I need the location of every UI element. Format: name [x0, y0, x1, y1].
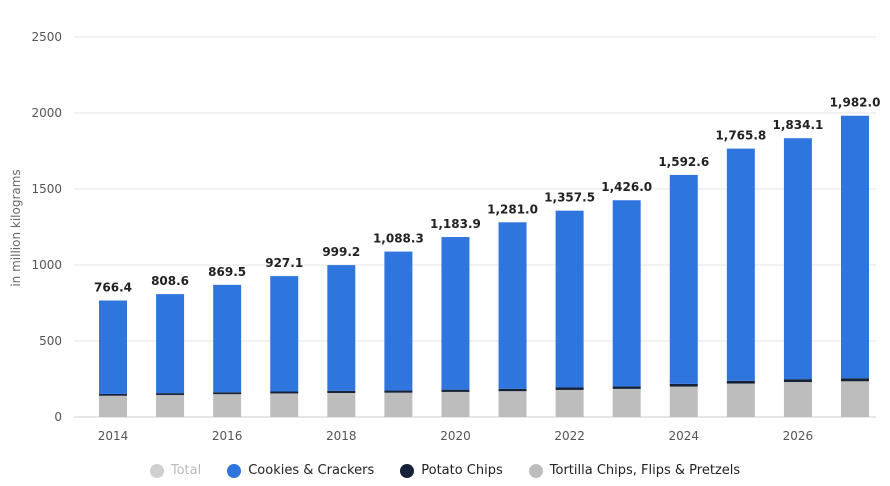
legend-item[interactable]: Cookies & Crackers: [227, 463, 374, 478]
y-axis-label: in million kilograms: [9, 169, 23, 286]
legend-item[interactable]: Total: [149, 463, 202, 478]
y-tick-label: 2500: [31, 30, 62, 44]
legend-item[interactable]: Potato Chips: [400, 463, 503, 478]
bar-segment[interactable]: [669, 386, 698, 417]
legend-dot-icon: [528, 463, 543, 478]
bar-segment[interactable]: [327, 265, 356, 391]
bar-segment[interactable]: [156, 394, 185, 417]
bar-segment[interactable]: [270, 391, 299, 394]
x-tick-label: 2024: [668, 429, 699, 443]
bar-segment[interactable]: [841, 381, 869, 417]
bar-segment[interactable]: [441, 237, 470, 390]
bar-segment[interactable]: [156, 294, 185, 394]
data-label: 999.2: [322, 245, 360, 259]
bar-segment[interactable]: [612, 200, 641, 387]
data-label: 1,834.1: [772, 118, 823, 132]
bar-segment[interactable]: [841, 378, 869, 382]
data-label: 1,088.3: [373, 232, 424, 246]
legend-dot-icon: [400, 463, 415, 478]
x-axis-ticks: 2014 2016 2018 2020 2022 2024 2026: [98, 429, 813, 443]
data-label: 1,765.8: [715, 129, 766, 143]
bar-segment[interactable]: [726, 380, 755, 384]
data-label: 1,183.9: [430, 217, 481, 231]
bar-segment[interactable]: [612, 386, 641, 389]
data-label: 869.5: [208, 265, 246, 279]
data-label: 927.1: [265, 256, 303, 270]
y-axis-ticks: 0 500 1000 1500 2000 2500: [31, 30, 62, 424]
bar-segment[interactable]: [555, 210, 584, 388]
bar-segment[interactable]: [555, 387, 584, 390]
data-label: 1,426.0: [601, 180, 652, 194]
bar-segment[interactable]: [99, 300, 127, 394]
x-tick-label: 2020: [440, 429, 471, 443]
bar-segment[interactable]: [498, 388, 527, 392]
x-tick-label: 2016: [212, 429, 243, 443]
y-tick-label: 1500: [31, 182, 62, 196]
bar-segment[interactable]: [384, 251, 413, 391]
bar-segment[interactable]: [99, 395, 127, 417]
legend-label: Cookies & Crackers: [248, 463, 375, 478]
bar-segment[interactable]: [213, 392, 242, 395]
bar-segment[interactable]: [156, 393, 185, 395]
data-label: 766.4: [94, 281, 132, 295]
bar-segment[interactable]: [327, 390, 356, 393]
legend-label: Total: [170, 463, 202, 478]
bar-segment[interactable]: [783, 379, 812, 383]
bar-segment[interactable]: [270, 393, 299, 417]
bar-segment[interactable]: [783, 138, 812, 380]
bar-segment[interactable]: [783, 382, 812, 417]
bar-segment[interactable]: [213, 394, 242, 417]
y-tick-label: 0: [54, 410, 62, 424]
bar-segment[interactable]: [327, 392, 356, 417]
legend-item[interactable]: Tortilla Chips, Flips & Pretzels: [528, 463, 741, 478]
legend-dot-icon: [149, 463, 164, 478]
y-tick-label: 500: [39, 334, 62, 348]
bar-segment[interactable]: [213, 284, 242, 393]
bar-segment[interactable]: [498, 222, 527, 389]
y-tick-label: 1000: [31, 258, 62, 272]
data-label: 808.6: [151, 274, 189, 288]
bar-segment[interactable]: [270, 276, 299, 392]
bars: 766.4 808.6 869.5 927.1 999.2 1,088.3 1,183.9 1…: [94, 96, 880, 417]
bar-segment[interactable]: [841, 115, 869, 379]
x-tick-label: 2022: [554, 429, 585, 443]
legend: Total Cookies & Crackers Potato Chips Torti…: [0, 463, 890, 478]
legend-label: Potato Chips: [421, 463, 503, 478]
bar-segment[interactable]: [384, 390, 413, 393]
legend-dot-icon: [227, 463, 242, 478]
bar-segment[interactable]: [441, 391, 470, 417]
bar-segment[interactable]: [669, 383, 698, 387]
bar-segment[interactable]: [555, 389, 584, 417]
legend-label: Tortilla Chips, Flips & Pretzels: [549, 463, 741, 478]
bar-segment[interactable]: [726, 148, 755, 381]
bar-segment[interactable]: [384, 392, 413, 417]
bar-segment[interactable]: [612, 388, 641, 417]
bar-segment[interactable]: [99, 393, 127, 396]
data-label: 1,592.6: [658, 155, 709, 169]
data-label: 1,281.0: [487, 202, 538, 216]
data-label: 1,982.0: [830, 96, 881, 110]
data-label: 1,357.5: [544, 191, 595, 205]
bar-segment[interactable]: [498, 391, 527, 417]
bar-segment[interactable]: [441, 389, 470, 392]
y-tick-label: 2000: [31, 106, 62, 120]
x-tick-label: 2018: [326, 429, 357, 443]
x-tick-label: 2026: [783, 429, 814, 443]
bar-segment[interactable]: [669, 174, 698, 384]
x-tick-label: 2014: [98, 429, 129, 443]
bar-segment[interactable]: [726, 383, 755, 417]
